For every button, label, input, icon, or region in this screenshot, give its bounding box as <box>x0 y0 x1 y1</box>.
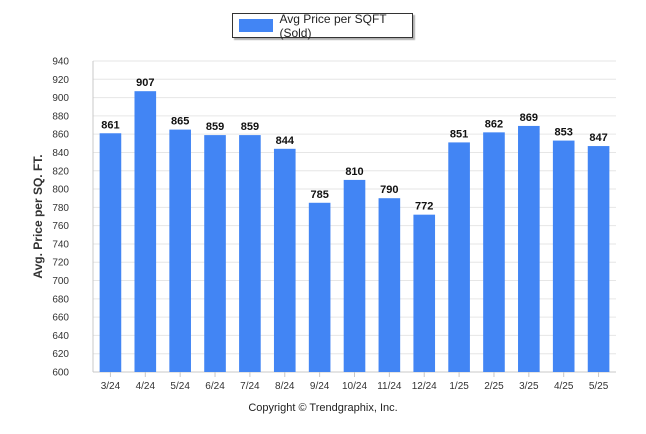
data-label: 859 <box>241 121 259 133</box>
legend-label: Avg Price per SQFT (Sold) <box>279 11 387 40</box>
x-tick-label: 4/25 <box>554 381 574 392</box>
legend-swatch <box>239 19 274 32</box>
y-tick-label: 720 <box>52 258 69 269</box>
y-tick-label: 700 <box>52 276 69 287</box>
bar <box>518 125 540 372</box>
bar <box>343 179 366 372</box>
y-tick-label: 640 <box>52 331 69 342</box>
data-label: 851 <box>450 128 468 140</box>
x-tick-label: 6/24 <box>205 381 225 392</box>
x-tick-label: 4/24 <box>136 381 156 392</box>
y-tick-label: 660 <box>52 313 69 324</box>
data-label: 810 <box>345 166 363 178</box>
bar <box>273 148 296 372</box>
data-label: 790 <box>380 184 398 196</box>
y-tick-label: 740 <box>52 239 69 250</box>
data-label: 859 <box>206 121 224 133</box>
bar <box>483 132 505 372</box>
x-tick-label: 3/25 <box>519 381 539 392</box>
bar <box>378 198 401 372</box>
bar <box>308 202 331 372</box>
y-tick-label: 820 <box>52 166 69 177</box>
y-tick-label: 920 <box>52 75 69 86</box>
y-tick-label: 840 <box>52 148 69 159</box>
y-tick-label: 860 <box>52 130 69 141</box>
data-label: 862 <box>485 118 503 130</box>
y-tick-label: 900 <box>52 93 69 104</box>
y-tick-label: 800 <box>52 185 69 196</box>
x-tick-label: 10/24 <box>342 381 367 392</box>
legend: Avg Price per SQFT (Sold) <box>232 11 413 40</box>
x-tick-label: 2/25 <box>484 381 504 392</box>
y-tick-label: 780 <box>52 203 69 214</box>
x-tick-label: 5/24 <box>170 381 190 392</box>
data-label: 865 <box>171 116 189 128</box>
x-tick-label: 12/24 <box>412 381 437 392</box>
data-label: 847 <box>589 132 607 144</box>
x-tick-label: 3/24 <box>101 381 121 392</box>
bar <box>587 146 610 372</box>
y-tick-label: 940 <box>52 57 69 68</box>
data-label: 907 <box>136 77 154 89</box>
data-label: 853 <box>555 127 573 139</box>
y-tick-label: 760 <box>52 221 69 232</box>
data-label: 772 <box>415 201 433 213</box>
bar <box>169 129 191 372</box>
y-tick-label: 880 <box>52 111 69 122</box>
data-label: 861 <box>101 119 119 131</box>
x-tick-label: 7/24 <box>240 381 260 392</box>
y-tick-label: 680 <box>52 294 69 305</box>
x-tick-label: 9/24 <box>310 381 330 392</box>
x-tick-label: 5/25 <box>589 381 609 392</box>
bar <box>239 135 261 372</box>
x-tick-label: 8/24 <box>275 381 295 392</box>
data-label: 869 <box>520 112 538 124</box>
y-axis-title: Avg. Price per SQ. FT. <box>31 154 45 278</box>
bar <box>448 142 470 372</box>
y-tick-label: 600 <box>52 368 69 379</box>
bar <box>204 135 226 372</box>
x-tick-label: 1/25 <box>449 381 469 392</box>
bar <box>99 133 122 372</box>
data-label: 844 <box>276 135 295 147</box>
copyright-text: Copyright © Trendgraphix, Inc. <box>248 402 398 414</box>
bar <box>552 140 575 372</box>
bar <box>134 91 157 372</box>
x-tick-label: 11/24 <box>377 381 402 392</box>
y-tick-label: 620 <box>52 349 69 360</box>
bar <box>413 214 436 372</box>
bar-chart: 600 620 640 660 680 700 720 740 760 780 800 820 840 8… <box>31 57 616 392</box>
data-label: 785 <box>310 189 328 201</box>
